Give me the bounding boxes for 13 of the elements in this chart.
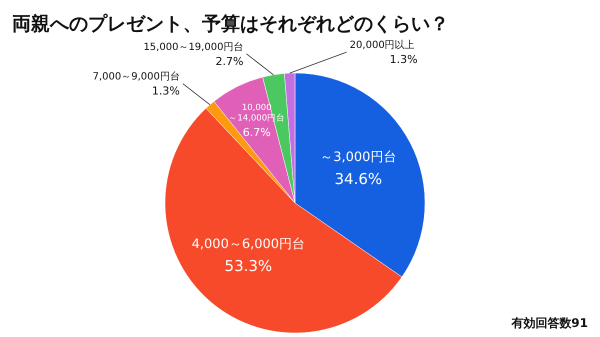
slice-label: 20,000円以上: [350, 39, 415, 52]
slice-label: 15,000～19,000円台: [143, 40, 244, 53]
data-label: 6.7%: [242, 126, 271, 139]
slice-label: 7,000～9,000円台: [92, 70, 180, 83]
data-label: 2.7%: [215, 54, 244, 68]
data-label: 1.3%: [390, 53, 418, 66]
data-label: 34.6%: [334, 170, 382, 188]
chart-title: 両親へのプレゼント、予算はそれぞれどのくらい？: [12, 13, 449, 35]
slice-label: ～3,000円台: [320, 150, 396, 165]
data-label: 53.3%: [224, 257, 272, 276]
text: 有効回答数91: [510, 316, 588, 330]
slice-label: 4,000～6,000円台: [192, 237, 306, 252]
data-label: 1.3%: [152, 84, 180, 98]
